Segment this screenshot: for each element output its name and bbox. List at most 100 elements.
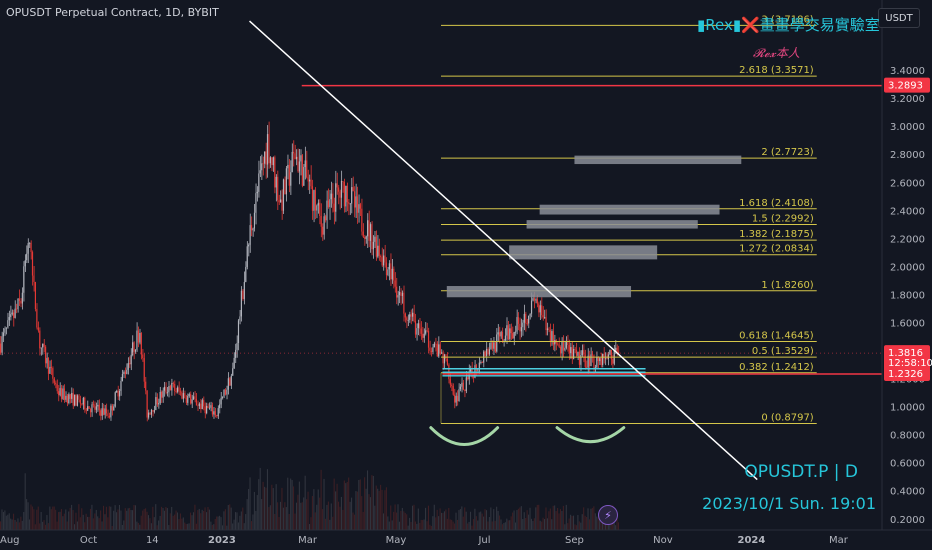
candle-body xyxy=(314,190,316,211)
candle-body xyxy=(317,202,319,206)
volume-bar xyxy=(342,509,344,530)
candle-body xyxy=(359,204,361,209)
candle-body xyxy=(105,408,108,414)
volume-bar xyxy=(21,520,23,530)
candle-body xyxy=(116,390,118,393)
volume-bar xyxy=(92,518,94,530)
volume-bar xyxy=(472,519,474,530)
pattern-arc[interactable] xyxy=(555,426,626,443)
candle-body xyxy=(198,403,200,406)
volume-bar xyxy=(345,483,347,530)
candle-body xyxy=(523,313,525,323)
volume-bar xyxy=(1,509,3,530)
volume-bar xyxy=(385,487,387,530)
target-box[interactable] xyxy=(526,220,698,229)
volume-bar xyxy=(467,523,469,530)
candle-body xyxy=(609,349,611,355)
candle-body xyxy=(52,368,54,379)
volume-bar xyxy=(570,514,572,530)
candle-body xyxy=(593,355,595,368)
trendline[interactable] xyxy=(249,20,758,481)
volume-bar xyxy=(242,507,244,530)
candle-body xyxy=(423,333,425,338)
candle-body xyxy=(387,269,389,276)
fib-level-label: 3 (3.7186) xyxy=(761,14,813,25)
candle-body xyxy=(564,347,566,351)
volume-bar xyxy=(546,518,548,530)
volume-bar xyxy=(227,505,229,530)
candle-body xyxy=(290,172,292,186)
volume-bar xyxy=(549,508,551,530)
volume-bar xyxy=(313,489,315,530)
fib-level-label: 0 (0.8797) xyxy=(761,412,813,423)
volume-bar xyxy=(449,519,451,530)
volume-bar xyxy=(559,509,562,530)
candle-body xyxy=(430,350,432,352)
candle-body xyxy=(603,354,605,359)
volume-bar xyxy=(468,521,470,530)
volume-bar xyxy=(445,509,447,530)
candle-body xyxy=(597,357,599,362)
price-tag-last-bg[interactable] xyxy=(884,345,930,370)
volume-bar xyxy=(232,523,234,530)
volume-bar xyxy=(538,504,540,530)
candle-body xyxy=(191,399,193,404)
target-box[interactable] xyxy=(539,204,720,215)
lightning-icon[interactable]: ⚡ xyxy=(598,505,618,525)
candle-body xyxy=(233,357,235,369)
volume-bar xyxy=(161,506,163,530)
target-box[interactable] xyxy=(509,245,658,260)
volume-bar xyxy=(406,514,408,530)
time-tick-label: Nov xyxy=(653,535,673,546)
volume-bar xyxy=(20,516,22,530)
volume-bar xyxy=(436,509,438,530)
volume-bar xyxy=(475,516,477,530)
price-tag-high-bg[interactable] xyxy=(884,77,930,93)
candle-body xyxy=(530,300,533,314)
time-tick-label: Aug xyxy=(0,535,20,546)
volume-bar xyxy=(429,524,431,530)
volume-bar xyxy=(69,507,71,530)
candle-body xyxy=(491,342,493,349)
volume-bar xyxy=(316,504,318,530)
volume-bar xyxy=(307,491,309,530)
symbol-title[interactable]: OPUSDT Perpetual Contract, 1D, BYBIT xyxy=(6,6,219,19)
volume-bar xyxy=(233,519,235,530)
candle-body xyxy=(85,409,87,411)
candle-body xyxy=(545,317,547,331)
candle-body xyxy=(2,332,5,337)
target-box[interactable] xyxy=(446,286,632,298)
quote-unit-button[interactable]: USDT xyxy=(878,8,920,28)
candle-body xyxy=(501,332,504,341)
candle-body xyxy=(268,134,270,164)
candle-body xyxy=(497,332,499,335)
volume-bar xyxy=(615,525,617,530)
volume-bar xyxy=(594,513,596,530)
candle-body xyxy=(34,281,36,309)
volume-bar xyxy=(420,519,422,530)
price-tag-support-bg[interactable] xyxy=(884,366,930,382)
candle-body xyxy=(82,397,84,405)
candle-body xyxy=(384,255,386,263)
candle-body xyxy=(304,160,306,167)
pattern-arc[interactable] xyxy=(429,426,500,446)
target-box[interactable] xyxy=(574,155,742,165)
candle-body xyxy=(583,350,585,355)
volume-bar xyxy=(75,512,77,530)
candle-body xyxy=(84,397,86,410)
volume-bar xyxy=(552,505,554,530)
candle-body xyxy=(612,359,614,364)
candle-body xyxy=(516,317,518,332)
candle-body xyxy=(443,354,446,364)
candle-body xyxy=(616,347,618,352)
volume-bar xyxy=(300,502,302,530)
candle-body xyxy=(98,404,100,411)
volume-bar xyxy=(462,516,464,530)
price-tick-label: 3.0000 xyxy=(890,122,925,133)
candle-body xyxy=(604,358,607,360)
volume-bar xyxy=(105,506,107,530)
volume-bar xyxy=(49,506,51,530)
candle-body xyxy=(274,157,276,188)
volume-bar xyxy=(153,517,155,530)
